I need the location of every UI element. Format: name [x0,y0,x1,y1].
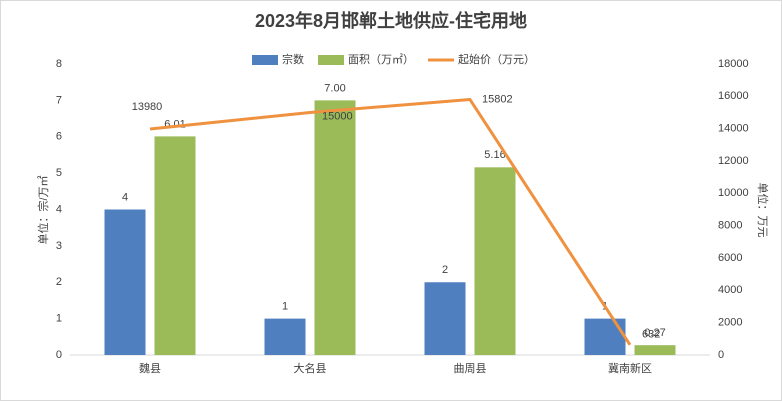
line-value-label: 15802 [482,93,513,105]
y2-tick-label: 16000 [718,90,749,102]
y-tick-label: 3 [56,240,62,252]
line [149,98,632,346]
bar [474,167,516,355]
y2-tick-label: 8000 [718,220,742,232]
legend-label: 起始价（万元） [458,52,535,66]
bar [104,209,146,355]
y-tick-label: 5 [56,167,62,179]
y-tick-label: 7 [56,94,62,106]
y-tick-label: 8 [56,58,62,70]
bar-value-label: 1 [282,301,288,313]
y-tick-label: 6 [56,131,62,143]
y2-tick-label: 4000 [718,284,742,296]
y-tick-label: 1 [56,313,62,325]
chart-title: 2023年8月邯郸土地供应-住宅用地 [255,10,527,31]
bar [424,282,466,355]
bar-value-label: 2 [442,264,448,276]
x-tick-label: 大名县 [294,361,327,375]
bar [154,136,196,355]
y2-tick-label: 2000 [718,317,742,329]
bar [634,345,676,355]
line-value-label: 15000 [322,110,353,122]
bar [314,100,356,355]
y2-tick-label: 10000 [718,187,749,199]
bar [584,318,626,355]
y2-tick-label: 18000 [718,58,749,70]
y-tick-label: 0 [56,349,62,361]
bar-value-label: 4 [122,191,128,203]
legend-swatch [252,55,278,65]
y-tick-label: 2 [56,276,62,288]
y2-tick-label: 14000 [718,123,749,135]
x-tick-label: 曲周县 [454,362,487,375]
bar-value-label: 5.16 [484,149,505,161]
legend-label: 宗数 [282,52,304,66]
x-tick-label: 冀南新区 [608,361,652,375]
y2-tick-label: 6000 [718,252,742,264]
y2-tick-label: 0 [718,349,724,361]
y-axis-label: 单位：宗/万㎡ [36,175,50,244]
legend-swatch [318,55,344,65]
bar-value-label: 7.00 [324,82,345,94]
bar-value-label: 0.27 [644,327,665,339]
line-value-label: 13980 [132,101,163,113]
x-tick-label: 魏县 [139,361,161,375]
bar [264,318,306,355]
y2-axis-label: 单位：万元 [756,183,770,238]
y2-tick-label: 12000 [718,155,749,167]
line-value-label: 632 [642,329,660,341]
legend-label: 面积（万㎡） [348,53,414,66]
y-tick-label: 4 [56,203,62,215]
